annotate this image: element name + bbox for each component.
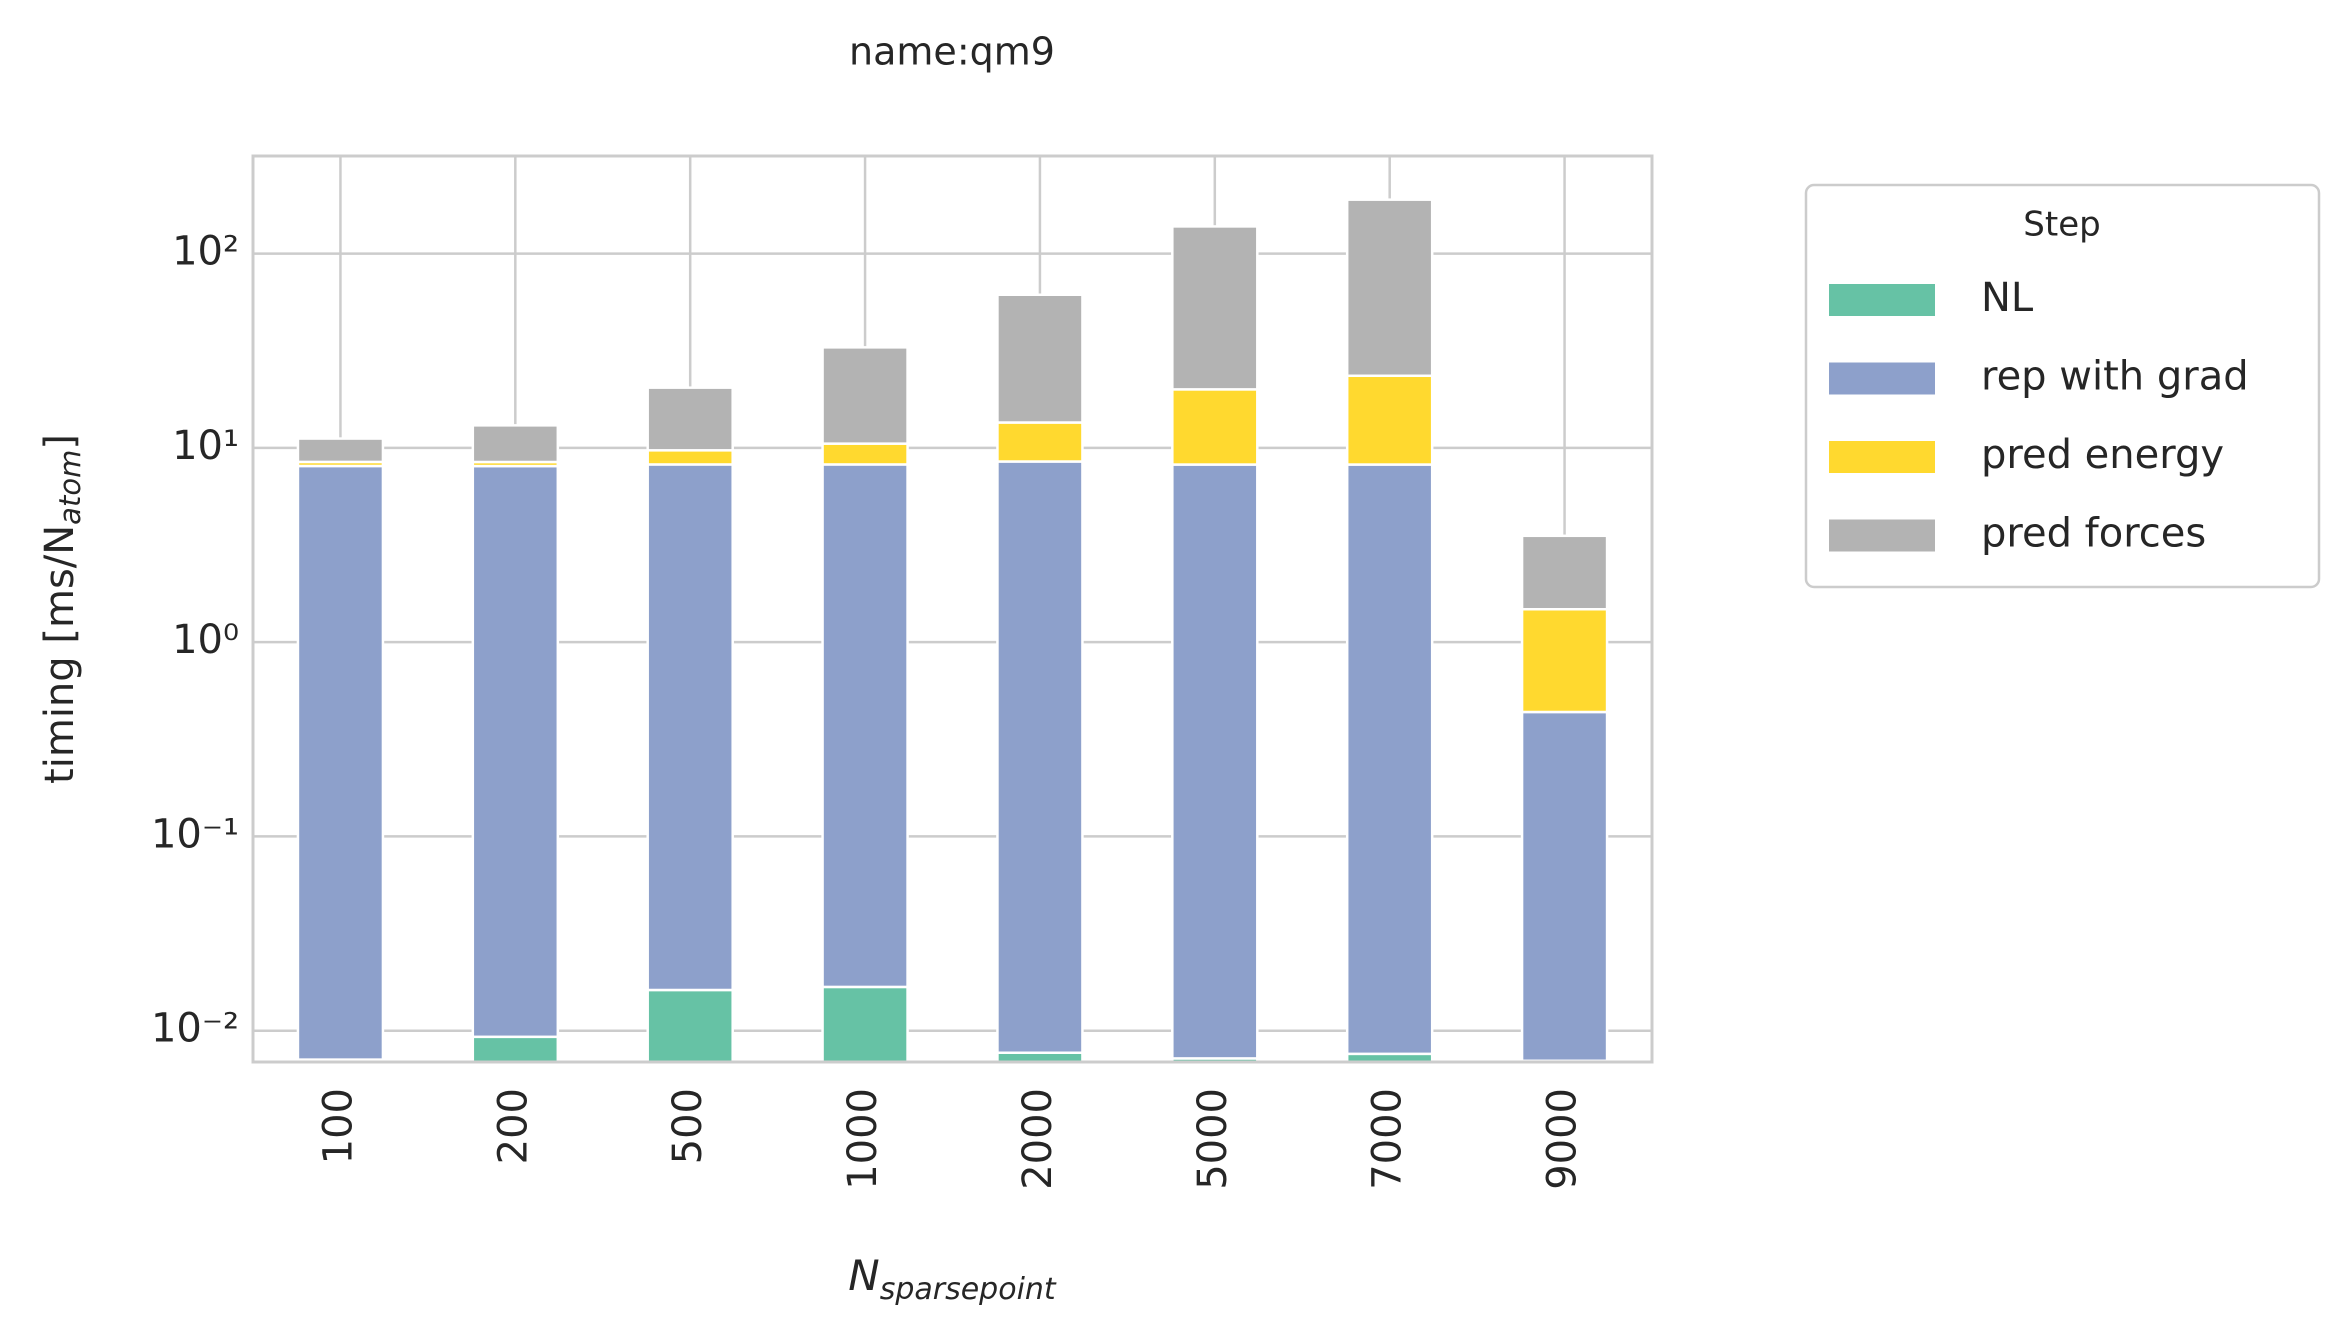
legend-label: rep with grad	[1981, 354, 2249, 400]
x-axis-label: Nsparsepoint	[848, 1251, 1057, 1307]
y-axis-label: timing [ms/Natom]	[37, 434, 87, 784]
y-tick-label: 10⁰	[172, 617, 239, 663]
bar-segment	[646, 463, 734, 992]
y-tick-label: 10⁻¹	[151, 811, 239, 857]
x-tick-label: 100	[315, 1088, 361, 1164]
legend-title: Step	[2023, 205, 2100, 245]
bar-segment	[1345, 198, 1434, 378]
bar-segment	[1171, 463, 1259, 1060]
bar-segment	[471, 1035, 560, 1064]
bar-segment	[296, 437, 385, 464]
x-tick-label: 7000	[1365, 1088, 1411, 1190]
chart-title: name:qm9	[849, 30, 1055, 74]
y-tick-label: 10²	[172, 229, 239, 275]
bar-segment	[821, 442, 909, 466]
bar-segment	[646, 988, 734, 1064]
bar-segment	[296, 464, 385, 1061]
bar-segment	[996, 460, 1084, 1054]
bar-segment	[471, 464, 560, 1039]
legend-swatch	[1829, 441, 1935, 473]
bar-segment	[1171, 388, 1259, 466]
bar-segment	[646, 449, 734, 466]
legend-label: pred energy	[1981, 432, 2224, 478]
y-tick-label: 10¹	[172, 423, 239, 469]
y-tick-label: 10⁻²	[151, 1006, 239, 1052]
x-axis-label-main: N	[848, 1251, 879, 1300]
y-axis-label-close: ]	[37, 434, 83, 450]
bar-segment	[646, 386, 734, 452]
legend-label: NL	[1981, 275, 2034, 321]
bar-segment	[821, 463, 909, 989]
legend-swatch	[1829, 519, 1935, 552]
y-axis-label-sub: atom	[53, 450, 87, 525]
bar-segment	[1520, 710, 1609, 1063]
legend-swatch	[1829, 284, 1935, 316]
bar-segment	[1171, 225, 1259, 391]
bar-segment	[1520, 534, 1609, 611]
bar-segment	[821, 985, 909, 1064]
bar-segment	[1520, 607, 1609, 714]
plot-frame	[251, 154, 1654, 1064]
x-axis-label-sub: sparsepoint	[880, 1272, 1057, 1307]
legend-label: pred forces	[1981, 511, 2206, 557]
x-tick-label: 500	[665, 1088, 711, 1164]
x-tick-label: 5000	[1190, 1088, 1236, 1190]
bar-segment	[821, 346, 909, 445]
x-tick-label: 9000	[1540, 1088, 1586, 1190]
bar-segment	[1345, 374, 1434, 466]
bar-segment	[471, 424, 560, 464]
x-tick-label: 1000	[840, 1088, 886, 1190]
bar-segment	[996, 421, 1084, 463]
bar-segment	[996, 293, 1084, 424]
x-tick-label: 2000	[1015, 1088, 1061, 1190]
y-axis-label-main: timing [ms/N	[37, 525, 83, 784]
x-tick-label: 200	[490, 1088, 536, 1164]
bar-segment	[1345, 463, 1434, 1056]
legend-swatch	[1829, 362, 1935, 395]
